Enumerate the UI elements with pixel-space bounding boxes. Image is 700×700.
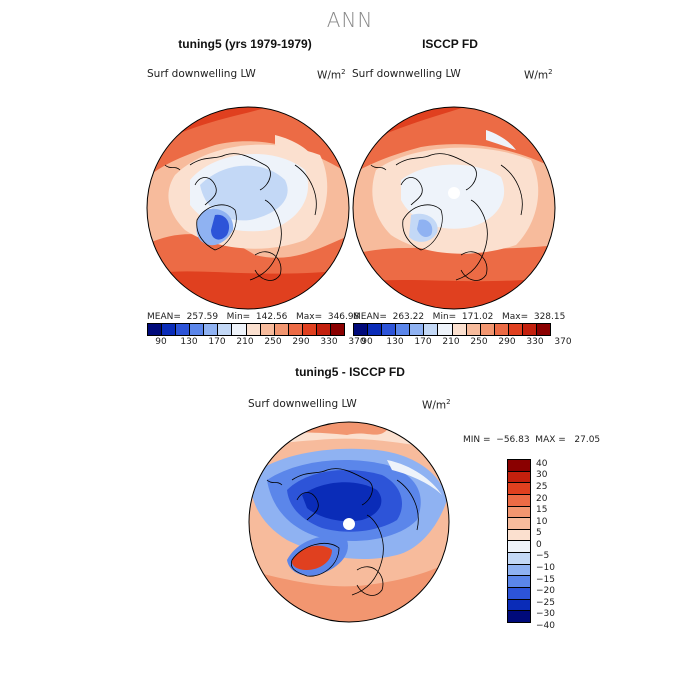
colorbar-tick-label: 170 <box>414 337 432 347</box>
colorbar-tick-label: −5 <box>536 551 550 562</box>
colorbar-swatch <box>424 324 439 335</box>
map-obs <box>352 106 556 310</box>
colorbar-tick-label: 90 <box>155 337 167 347</box>
colorbar-swatch <box>508 460 530 472</box>
colorbar-obs <box>353 323 551 336</box>
colorbar-tick-label: 170 <box>208 337 226 347</box>
panel2-stats: MEAN= 263.22 Min= 171.02 Max= 328.15 <box>353 312 566 322</box>
panel-title-difference: tuning5 - ISCCP FD <box>295 365 405 379</box>
colorbar-swatch <box>508 471 530 484</box>
colorbar-swatch <box>148 324 163 335</box>
colorbar-tick-label: 290 <box>292 337 310 347</box>
panel3-units-label: W/m2 <box>422 398 451 412</box>
colorbar-swatch <box>260 324 275 335</box>
colorbar-tick-label: −20 <box>536 586 555 597</box>
panel-title-obs: ISCCP FD <box>422 37 478 51</box>
colorbar-swatch <box>508 553 530 565</box>
colorbar-tick-label: 130 <box>386 337 404 347</box>
colorbar-swatch <box>537 324 551 335</box>
map-model <box>146 106 350 310</box>
colorbar-swatch <box>508 483 530 495</box>
panel1-units-label: W/m2 <box>317 68 346 82</box>
colorbar-tick-label: 130 <box>180 337 198 347</box>
colorbar-swatch <box>162 324 177 335</box>
colorbar-swatch <box>438 324 453 335</box>
colorbar-swatch <box>494 324 509 335</box>
panel-title-model: tuning5 (yrs 1979-1979) <box>178 37 312 51</box>
colorbar-tick-label: 210 <box>442 337 460 347</box>
colorbar-model <box>147 323 345 336</box>
colorbar-tick-label: −25 <box>536 597 555 608</box>
colorbar-swatch <box>522 324 538 335</box>
colorbar-swatch <box>466 324 481 335</box>
colorbar-tick-label: 290 <box>498 337 516 347</box>
colorbar-swatch <box>331 324 345 335</box>
colorbar-swatch <box>452 324 467 335</box>
colorbar-swatch <box>508 576 530 589</box>
colorbar-swatch <box>508 494 530 507</box>
colorbar-tick-label: 250 <box>470 337 488 347</box>
colorbar-tick-label: 10 <box>536 516 548 527</box>
colorbar-swatch <box>232 324 247 335</box>
figure-title: ANN <box>326 8 374 32</box>
colorbar-swatch <box>288 324 303 335</box>
colorbar-swatch <box>316 324 332 335</box>
colorbar-swatch <box>368 324 383 335</box>
colorbar-tick-label: 0 <box>536 539 542 550</box>
colorbar-tick-label: 30 <box>536 470 548 481</box>
colorbar-swatch <box>246 324 261 335</box>
panel3-variable-label: Surf downwelling LW <box>248 398 357 410</box>
panel1-stats: MEAN= 257.59 Min= 142.56 Max= 346.98 <box>147 312 360 322</box>
colorbar-tick-label: −10 <box>536 562 555 573</box>
colorbar-swatch <box>508 599 530 612</box>
colorbar-swatch <box>190 324 205 335</box>
colorbar-swatch <box>508 529 530 542</box>
colorbar-swatch <box>508 518 530 530</box>
colorbar-swatch <box>204 324 219 335</box>
colorbar-tick-label: 330 <box>526 337 544 347</box>
colorbar-tick-label: 15 <box>536 505 548 516</box>
colorbar-tick-label: 90 <box>361 337 373 347</box>
colorbar-tick-label: 5 <box>536 528 542 539</box>
colorbar-swatch <box>354 324 369 335</box>
colorbar-tick-label: −40 <box>536 620 555 631</box>
colorbar-tick-label: 25 <box>536 481 548 492</box>
colorbar-difference <box>507 459 531 623</box>
colorbar-swatch <box>508 588 530 600</box>
colorbar-swatch <box>302 324 317 335</box>
colorbar-tick-label: 250 <box>264 337 282 347</box>
colorbar-swatch <box>218 324 233 335</box>
panel2-units-label: W/m2 <box>524 68 553 82</box>
colorbar-tick-label: 330 <box>320 337 338 347</box>
map-difference <box>248 421 450 623</box>
colorbar-tick-label: 40 <box>536 458 548 469</box>
colorbar-swatch <box>382 324 397 335</box>
colorbar-tick-label: 210 <box>236 337 254 347</box>
colorbar-swatch <box>396 324 411 335</box>
colorbar-swatch <box>508 506 530 519</box>
panel3-stats: MIN = −56.83 MAX = 27.05 <box>463 435 601 445</box>
colorbar-swatch <box>176 324 191 335</box>
colorbar-swatch <box>508 541 530 554</box>
colorbar-swatch <box>274 324 289 335</box>
colorbar-swatch <box>480 324 495 335</box>
colorbar-tick-label: 370 <box>554 337 572 347</box>
colorbar-tick-label: 20 <box>536 493 548 504</box>
panel2-variable-label: Surf downwelling LW <box>352 68 461 80</box>
colorbar-swatch <box>410 324 425 335</box>
panel1-variable-label: Surf downwelling LW <box>147 68 256 80</box>
colorbar-tick-label: −30 <box>536 609 555 620</box>
colorbar-swatch <box>508 611 530 622</box>
colorbar-tick-label: −15 <box>536 574 555 585</box>
colorbar-swatch <box>508 564 530 577</box>
colorbar-swatch <box>508 324 523 335</box>
colorbar-tick-label: 370 <box>348 337 366 347</box>
